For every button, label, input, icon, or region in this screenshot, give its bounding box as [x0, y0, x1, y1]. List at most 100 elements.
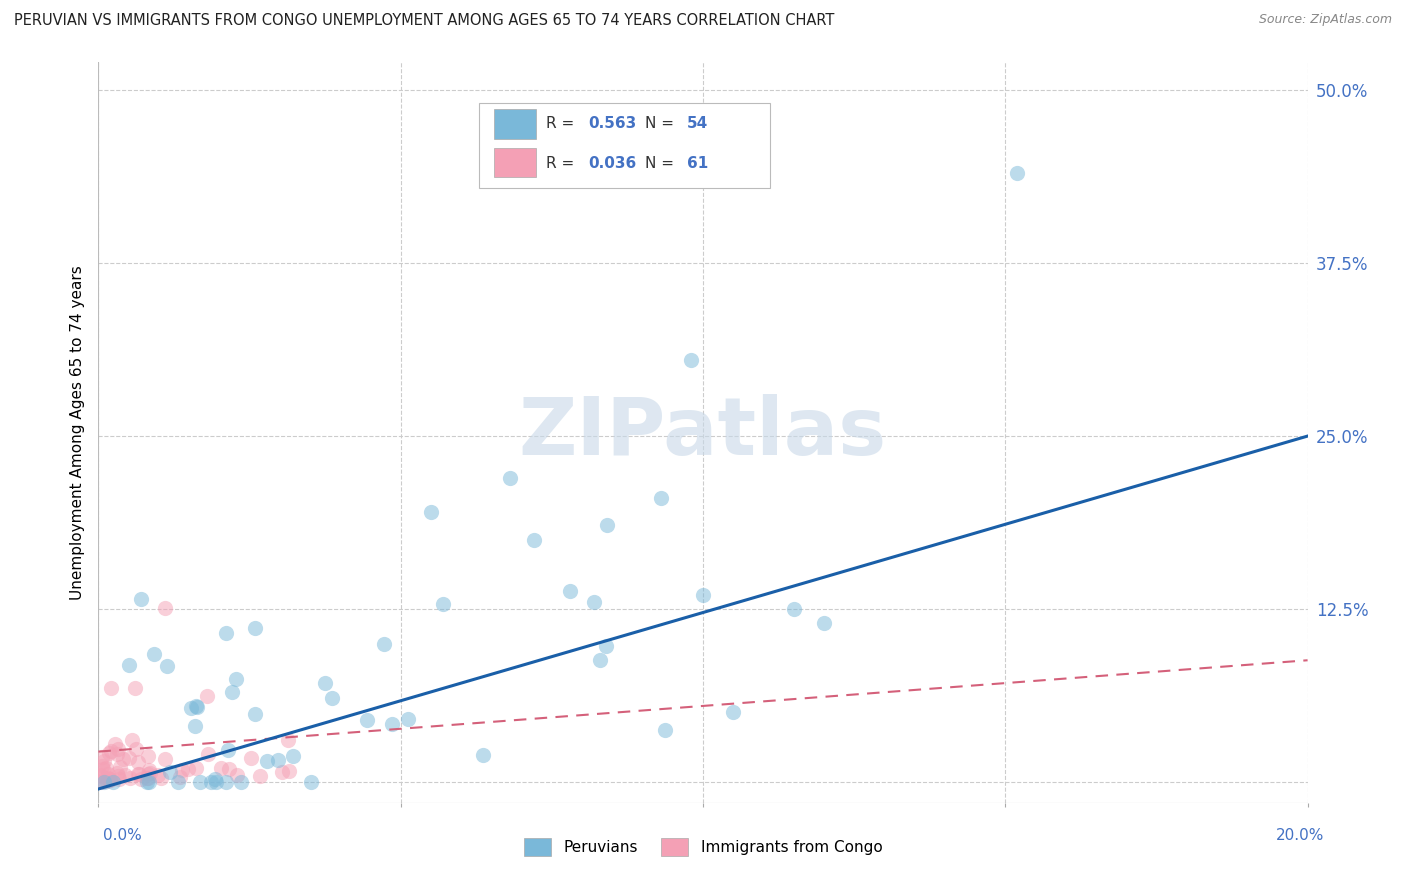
- Point: [124, 681, 146, 695]
- Text: 61: 61: [688, 156, 709, 171]
- Y-axis label: Unemployment Among Ages 65 to 74 years: Unemployment Among Ages 65 to 74 years: [69, 265, 84, 600]
- Point: [97, 746, 120, 760]
- Point: [721, 705, 744, 719]
- Point: [243, 707, 266, 722]
- Point: [225, 673, 247, 687]
- Point: [204, 772, 226, 786]
- Point: [270, 765, 292, 780]
- Point: [186, 698, 208, 713]
- Point: [124, 741, 146, 756]
- Text: 20.0%: 20.0%: [1277, 828, 1324, 843]
- Point: [105, 766, 128, 780]
- Point: [217, 743, 239, 757]
- Point: [432, 598, 454, 612]
- Point: [135, 775, 157, 789]
- Point: [155, 752, 177, 766]
- Point: [498, 470, 520, 484]
- Point: [277, 733, 299, 747]
- Point: [105, 747, 128, 762]
- Text: 0.563: 0.563: [588, 117, 637, 131]
- Text: N =: N =: [645, 156, 679, 171]
- Point: [595, 639, 617, 653]
- Point: [523, 533, 546, 547]
- Point: [93, 754, 115, 768]
- Point: [184, 761, 207, 775]
- Point: [167, 775, 190, 789]
- Point: [172, 763, 194, 777]
- Point: [100, 744, 122, 758]
- Point: [118, 657, 141, 672]
- Point: [177, 762, 200, 776]
- Point: [89, 773, 111, 788]
- Point: [209, 761, 232, 775]
- Point: [101, 775, 124, 789]
- Point: [136, 771, 159, 785]
- Point: [146, 768, 169, 782]
- Point: [136, 767, 159, 781]
- Point: [156, 659, 179, 673]
- Point: [127, 767, 149, 781]
- Point: [249, 769, 271, 783]
- Point: [583, 595, 606, 609]
- Point: [197, 747, 219, 761]
- Point: [278, 764, 301, 779]
- Text: R =: R =: [546, 117, 579, 131]
- Point: [205, 775, 228, 789]
- Point: [654, 723, 676, 738]
- Point: [90, 774, 112, 789]
- Point: [114, 767, 136, 781]
- Text: Source: ZipAtlas.com: Source: ZipAtlas.com: [1258, 13, 1392, 27]
- Text: 54: 54: [688, 117, 709, 131]
- Point: [783, 602, 806, 616]
- Point: [420, 505, 443, 519]
- Point: [118, 751, 141, 765]
- Point: [97, 771, 120, 785]
- Point: [98, 773, 121, 788]
- Point: [100, 681, 122, 696]
- Point: [91, 750, 114, 764]
- Point: [472, 748, 495, 763]
- Point: [89, 768, 111, 782]
- Point: [93, 775, 115, 789]
- Point: [215, 775, 238, 789]
- Point: [107, 772, 129, 787]
- Point: [256, 754, 278, 768]
- Point: [596, 517, 619, 532]
- Point: [121, 732, 143, 747]
- Point: [128, 767, 150, 781]
- Text: R =: R =: [546, 156, 579, 171]
- Point: [321, 690, 343, 705]
- Point: [136, 771, 159, 785]
- Point: [112, 752, 135, 766]
- Point: [281, 749, 304, 764]
- Point: [381, 717, 404, 731]
- Point: [142, 647, 165, 661]
- Point: [107, 769, 129, 783]
- Point: [138, 748, 160, 763]
- Point: [139, 766, 162, 780]
- Point: [813, 615, 835, 630]
- Point: [131, 772, 153, 786]
- Point: [200, 775, 222, 789]
- Point: [356, 713, 378, 727]
- Point: [218, 762, 240, 776]
- Point: [650, 491, 672, 506]
- Point: [90, 769, 112, 783]
- Point: [396, 712, 419, 726]
- Point: [558, 584, 581, 599]
- Text: 0.0%: 0.0%: [103, 828, 142, 843]
- Point: [188, 775, 211, 789]
- Text: 0.036: 0.036: [588, 156, 637, 171]
- Point: [299, 775, 322, 789]
- Legend: Peruvians, Immigrants from Congo: Peruvians, Immigrants from Congo: [517, 832, 889, 862]
- Point: [150, 772, 173, 786]
- Point: [679, 353, 702, 368]
- Point: [138, 764, 160, 778]
- Point: [153, 600, 176, 615]
- Point: [226, 768, 249, 782]
- FancyBboxPatch shape: [494, 109, 536, 138]
- FancyBboxPatch shape: [479, 103, 769, 188]
- Point: [104, 737, 127, 751]
- Point: [240, 751, 263, 765]
- Point: [107, 741, 129, 756]
